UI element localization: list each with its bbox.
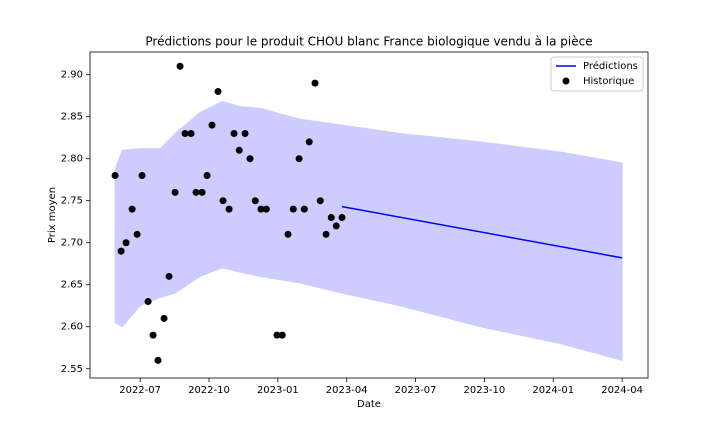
- confidence-band: [114, 101, 623, 362]
- data-point: [203, 172, 211, 180]
- data-point: [322, 230, 330, 238]
- data-point: [198, 188, 206, 196]
- x-tick-label: 2024-04: [601, 385, 643, 396]
- data-point: [338, 214, 346, 222]
- data-point: [176, 62, 184, 70]
- x-tick-label: 2023-07: [395, 385, 437, 396]
- data-point: [278, 331, 286, 339]
- chart-title: Prédictions pour le produit CHOU blanc F…: [145, 35, 592, 49]
- data-point: [149, 331, 157, 339]
- data-point: [144, 298, 152, 306]
- data-point: [300, 205, 308, 213]
- x-tick-label: 2024-01: [532, 385, 574, 396]
- data-point: [181, 130, 189, 137]
- data-point: [257, 205, 265, 213]
- y-tick-label: 2.90: [61, 70, 83, 81]
- x-tick-label: 2022-10: [188, 385, 230, 396]
- data-point: [316, 197, 324, 205]
- x-axis-label: Date: [357, 399, 381, 410]
- x-tick-label: 2022-07: [119, 385, 161, 396]
- legend-marker: [562, 77, 570, 85]
- data-point: [289, 205, 297, 213]
- data-point: [262, 205, 270, 213]
- data-point: [133, 230, 141, 238]
- legend-label: Prédictions: [583, 60, 638, 72]
- data-point: [305, 138, 313, 146]
- data-point: [117, 247, 125, 255]
- y-tick-label: 2.85: [61, 112, 83, 123]
- data-point: [165, 272, 173, 280]
- data-point: [171, 188, 179, 196]
- data-point: [122, 239, 130, 247]
- data-point: [128, 205, 136, 213]
- data-point: [251, 197, 259, 205]
- data-point: [214, 87, 222, 95]
- data-point: [311, 79, 319, 87]
- data-point: [235, 146, 243, 154]
- x-tick-label: 2023-04: [326, 385, 368, 396]
- x-tick-label: 2023-10: [464, 385, 506, 396]
- data-point: [111, 172, 119, 180]
- y-tick-label: 2.70: [61, 238, 83, 249]
- plot-frame: [89, 51, 649, 379]
- data-point: [187, 130, 195, 137]
- y-tick-label: 2.65: [61, 280, 83, 291]
- y-tick-label: 2.55: [61, 364, 83, 375]
- data-point: [138, 172, 146, 180]
- data-point: [192, 188, 200, 196]
- y-tick-label: 2.60: [61, 322, 83, 333]
- data-point: [219, 197, 227, 205]
- data-point: [327, 214, 335, 222]
- legend: Prédictions Historique: [550, 56, 644, 92]
- data-point: [225, 205, 233, 213]
- data-point: [246, 155, 254, 163]
- data-point: [273, 331, 281, 339]
- data-point: [208, 121, 216, 129]
- y-tick-label: 2.75: [61, 196, 83, 207]
- data-point: [230, 130, 238, 137]
- prediction-line: [341, 205, 623, 259]
- data-point: [241, 130, 249, 137]
- data-point: [154, 356, 162, 364]
- data-point: [160, 314, 168, 322]
- y-tick-label: 2.80: [61, 154, 83, 165]
- legend-label: Historique: [583, 76, 634, 87]
- data-point: [295, 155, 303, 163]
- x-tick-label: 2023-01: [257, 385, 299, 396]
- y-axis-label: Prix moyen: [47, 187, 58, 243]
- data-point: [284, 230, 292, 238]
- data-point: [332, 222, 340, 230]
